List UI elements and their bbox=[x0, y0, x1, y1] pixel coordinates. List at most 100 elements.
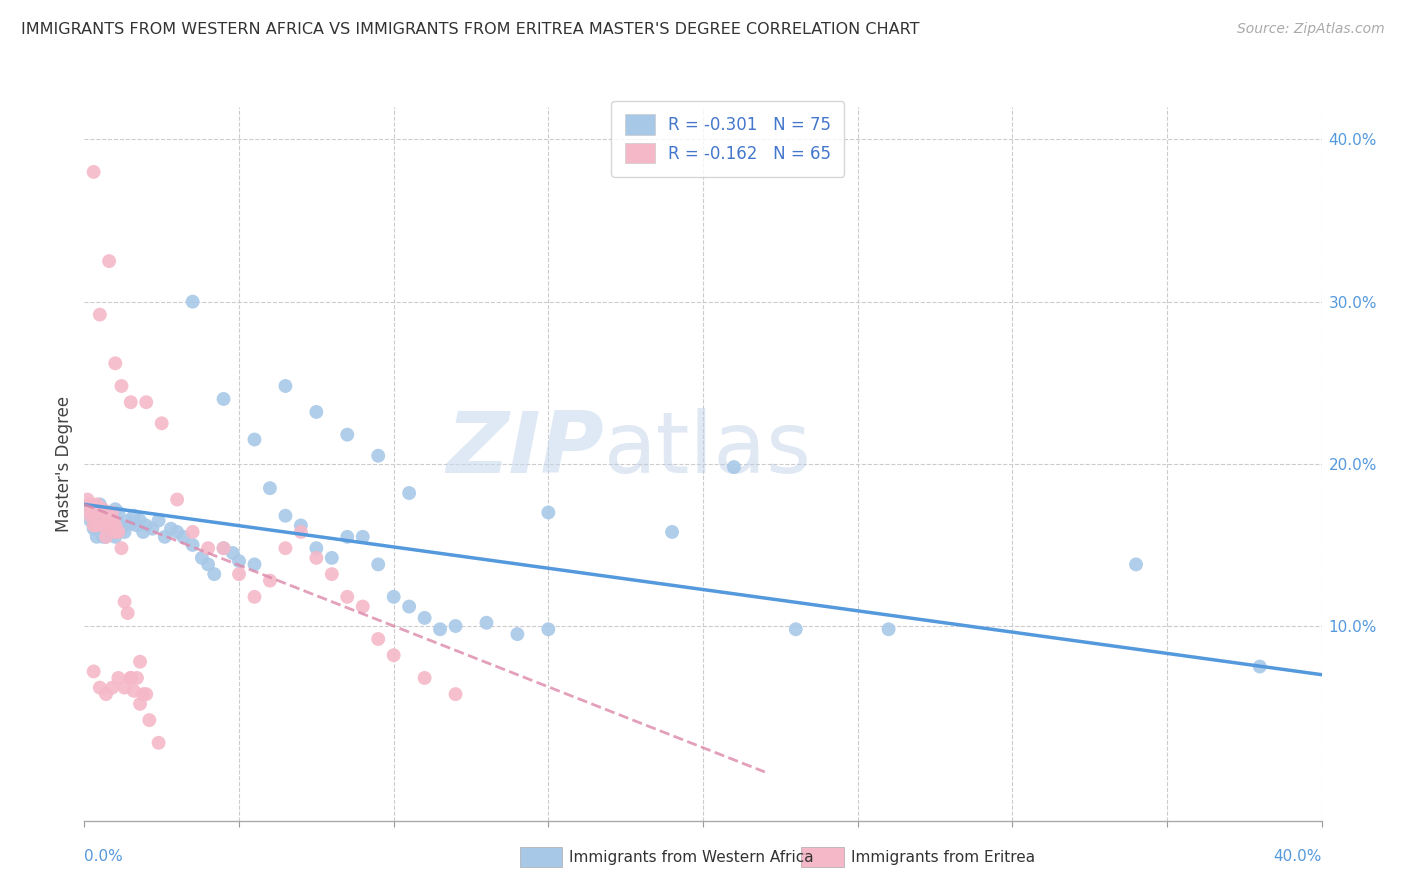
Point bbox=[89, 681, 111, 695]
Point bbox=[166, 492, 188, 507]
Text: IMMIGRANTS FROM WESTERN AFRICA VS IMMIGRANTS FROM ERITREA MASTER'S DEGREE CORREL: IMMIGRANTS FROM WESTERN AFRICA VS IMMIGR… bbox=[21, 22, 920, 37]
Point bbox=[94, 530, 117, 544]
Point bbox=[475, 615, 498, 630]
Point bbox=[79, 497, 101, 511]
Point bbox=[83, 665, 105, 679]
Point bbox=[98, 518, 121, 533]
Text: Source: ZipAtlas.com: Source: ZipAtlas.com bbox=[1237, 22, 1385, 37]
Point bbox=[83, 506, 105, 520]
Point bbox=[228, 567, 250, 582]
Point bbox=[79, 514, 101, 528]
Point bbox=[352, 530, 374, 544]
Point bbox=[76, 492, 98, 507]
Point bbox=[104, 502, 127, 516]
Point bbox=[274, 379, 297, 393]
Point bbox=[290, 524, 312, 539]
Point bbox=[259, 481, 281, 495]
Point bbox=[444, 619, 467, 633]
Point bbox=[101, 506, 124, 520]
Point bbox=[86, 530, 108, 544]
Point bbox=[89, 514, 111, 528]
Point bbox=[1249, 659, 1271, 673]
Point bbox=[91, 502, 114, 516]
Point bbox=[79, 497, 101, 511]
Point bbox=[120, 671, 142, 685]
Point bbox=[129, 697, 152, 711]
Point bbox=[114, 595, 136, 609]
Point bbox=[132, 524, 155, 539]
Point bbox=[107, 516, 129, 531]
Point bbox=[110, 522, 132, 536]
Point bbox=[367, 449, 389, 463]
Point bbox=[83, 165, 105, 179]
Point bbox=[181, 524, 204, 539]
Legend: R = -0.301   N = 75, R = -0.162   N = 65: R = -0.301 N = 75, R = -0.162 N = 65 bbox=[612, 101, 844, 177]
Point bbox=[506, 627, 529, 641]
Point bbox=[98, 506, 121, 520]
Point bbox=[107, 506, 129, 520]
Point bbox=[135, 687, 157, 701]
Point bbox=[352, 599, 374, 614]
Point bbox=[89, 514, 111, 528]
Point bbox=[150, 417, 173, 431]
Point bbox=[661, 524, 683, 539]
Point bbox=[336, 590, 359, 604]
Point bbox=[104, 356, 127, 370]
Point bbox=[110, 379, 132, 393]
Point bbox=[125, 518, 148, 533]
Point bbox=[367, 632, 389, 646]
Point bbox=[91, 506, 114, 520]
Point bbox=[98, 508, 121, 523]
Point bbox=[413, 611, 436, 625]
Point bbox=[228, 554, 250, 568]
Point bbox=[305, 405, 328, 419]
Point bbox=[76, 502, 98, 516]
Point bbox=[94, 522, 117, 536]
Point bbox=[107, 671, 129, 685]
Point bbox=[120, 516, 142, 531]
Point bbox=[444, 687, 467, 701]
Point bbox=[104, 518, 127, 533]
Point bbox=[243, 433, 266, 447]
Point bbox=[98, 254, 121, 268]
Point bbox=[141, 522, 163, 536]
Point bbox=[120, 395, 142, 409]
Point bbox=[166, 524, 188, 539]
Point bbox=[101, 514, 124, 528]
Point bbox=[172, 530, 194, 544]
Text: 0.0%: 0.0% bbox=[84, 849, 124, 863]
Point bbox=[382, 648, 405, 663]
Point bbox=[877, 622, 900, 636]
Point bbox=[107, 524, 129, 539]
Point bbox=[101, 514, 124, 528]
Point bbox=[212, 392, 235, 406]
Point bbox=[336, 530, 359, 544]
Point bbox=[290, 518, 312, 533]
Point bbox=[83, 518, 105, 533]
Point bbox=[243, 590, 266, 604]
Point bbox=[86, 518, 108, 533]
Point bbox=[94, 687, 117, 701]
Point bbox=[91, 530, 114, 544]
Point bbox=[125, 671, 148, 685]
Point bbox=[537, 506, 560, 520]
Point bbox=[1125, 558, 1147, 572]
Text: 40.0%: 40.0% bbox=[1274, 849, 1322, 863]
Point bbox=[305, 541, 328, 556]
Point bbox=[83, 522, 105, 536]
Point bbox=[104, 530, 127, 544]
Point bbox=[148, 736, 170, 750]
Point bbox=[79, 508, 101, 523]
Point bbox=[135, 395, 157, 409]
Point bbox=[153, 530, 176, 544]
Point bbox=[197, 541, 219, 556]
Point bbox=[181, 294, 204, 309]
Point bbox=[122, 508, 145, 523]
Point bbox=[723, 460, 745, 475]
Point bbox=[104, 524, 127, 539]
Point bbox=[89, 502, 111, 516]
Text: Immigrants from Eritrea: Immigrants from Eritrea bbox=[851, 850, 1035, 864]
Point bbox=[305, 550, 328, 565]
Point bbox=[429, 622, 451, 636]
Point bbox=[181, 538, 204, 552]
